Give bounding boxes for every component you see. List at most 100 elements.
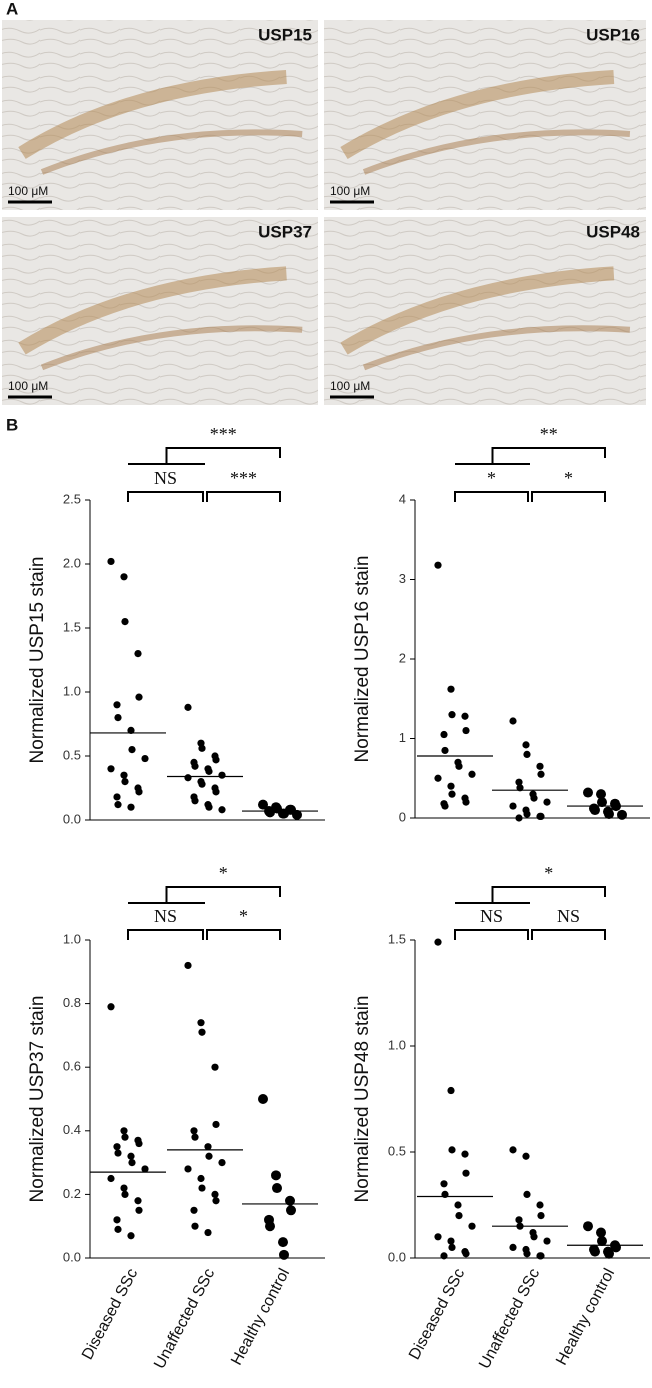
x-tick-label: Diseased SSc bbox=[79, 1266, 141, 1363]
data-point bbox=[121, 1133, 129, 1141]
sig-bracket bbox=[491, 447, 606, 458]
data-point bbox=[434, 561, 442, 569]
data-point bbox=[120, 771, 128, 779]
sig-label: * bbox=[239, 906, 248, 926]
data-point bbox=[509, 802, 517, 810]
data-point bbox=[440, 1180, 448, 1188]
data-point bbox=[190, 1127, 198, 1135]
data-point bbox=[462, 798, 470, 806]
data-point bbox=[462, 726, 470, 735]
data-point bbox=[212, 1120, 220, 1129]
sig-bracket bbox=[127, 929, 204, 940]
data-point bbox=[530, 1233, 538, 1241]
data-point bbox=[462, 1250, 470, 1258]
data-point bbox=[441, 802, 449, 810]
stained-vessel bbox=[40, 325, 303, 371]
data-point bbox=[537, 812, 545, 821]
scale-label: 100 μM bbox=[8, 184, 48, 198]
data-point bbox=[279, 1249, 289, 1260]
y-axis-label: Normalized USP37 stain bbox=[27, 996, 48, 1203]
data-point bbox=[113, 793, 121, 801]
data-point bbox=[265, 807, 275, 818]
data-point bbox=[590, 805, 600, 816]
data-point bbox=[134, 650, 142, 658]
data-point bbox=[536, 1201, 544, 1209]
y-tick-label: 0.8 bbox=[63, 995, 81, 1010]
data-point bbox=[440, 1252, 448, 1260]
data-point bbox=[205, 767, 213, 775]
stained-vessel bbox=[340, 266, 615, 355]
data-point bbox=[197, 1019, 205, 1027]
data-point bbox=[440, 730, 448, 739]
sig-label: * bbox=[219, 863, 228, 883]
y-tick-label: 0.0 bbox=[388, 1249, 406, 1264]
data-point bbox=[204, 1228, 212, 1237]
y-tick-label: 0.2 bbox=[63, 1186, 81, 1201]
data-point bbox=[530, 794, 538, 802]
data-point bbox=[211, 1063, 219, 1071]
data-point bbox=[141, 1165, 149, 1173]
data-point bbox=[107, 1174, 115, 1183]
data-point bbox=[454, 1201, 462, 1209]
sig-label: NS bbox=[154, 906, 177, 926]
data-point bbox=[515, 1216, 523, 1224]
data-point bbox=[448, 1243, 456, 1251]
data-point bbox=[135, 788, 143, 796]
image-label: USP16 bbox=[586, 25, 640, 44]
data-point bbox=[135, 1139, 143, 1148]
data-point bbox=[197, 1174, 205, 1183]
data-point bbox=[604, 1248, 614, 1259]
data-point bbox=[218, 806, 226, 814]
y-tick-label: 1.5 bbox=[63, 619, 81, 634]
scale-label: 100 μM bbox=[330, 184, 370, 198]
data-point bbox=[468, 770, 476, 778]
data-point bbox=[107, 557, 115, 566]
data-point bbox=[205, 803, 213, 811]
data-point bbox=[114, 801, 122, 809]
data-point bbox=[447, 782, 455, 790]
data-point bbox=[191, 1222, 199, 1230]
data-point bbox=[113, 701, 121, 709]
data-point bbox=[617, 809, 627, 820]
data-point bbox=[198, 1028, 206, 1036]
data-point bbox=[441, 746, 449, 755]
data-point bbox=[523, 750, 531, 759]
sig-bracket bbox=[531, 491, 606, 502]
data-point bbox=[583, 787, 593, 798]
sig-bracket bbox=[165, 886, 281, 897]
sig-label: NS bbox=[480, 906, 503, 926]
data-point bbox=[184, 1165, 192, 1173]
data-point bbox=[198, 780, 206, 788]
data-point bbox=[461, 1150, 469, 1158]
stained-vessel bbox=[40, 129, 303, 175]
y-tick-label: 2 bbox=[399, 650, 406, 665]
sig-label: * bbox=[487, 468, 496, 488]
data-point bbox=[258, 1094, 268, 1104]
data-point bbox=[597, 797, 607, 808]
image-label: USP37 bbox=[258, 222, 312, 241]
sig-label: * bbox=[564, 468, 573, 488]
y-axis-label: Normalized USP48 stain bbox=[352, 996, 373, 1203]
data-point bbox=[278, 1237, 288, 1248]
data-point bbox=[590, 1246, 600, 1257]
data-point bbox=[286, 1205, 296, 1216]
image-label: USP15 bbox=[258, 25, 312, 44]
data-point bbox=[128, 746, 136, 754]
sig-bracket bbox=[531, 929, 606, 940]
data-point bbox=[434, 1233, 442, 1241]
data-point bbox=[184, 774, 192, 782]
data-point bbox=[184, 961, 192, 970]
micrograph bbox=[324, 217, 646, 405]
y-tick-label: 0.5 bbox=[388, 1143, 406, 1158]
data-point bbox=[113, 1216, 121, 1224]
data-point bbox=[447, 685, 455, 693]
stained-vessel bbox=[18, 266, 287, 355]
data-point bbox=[543, 1237, 551, 1245]
data-point bbox=[127, 1232, 135, 1240]
data-point bbox=[211, 1190, 219, 1198]
y-tick-label: 0.0 bbox=[63, 1249, 81, 1264]
panel-label: A bbox=[6, 0, 18, 18]
data-point bbox=[455, 762, 463, 770]
data-point bbox=[121, 1190, 129, 1198]
